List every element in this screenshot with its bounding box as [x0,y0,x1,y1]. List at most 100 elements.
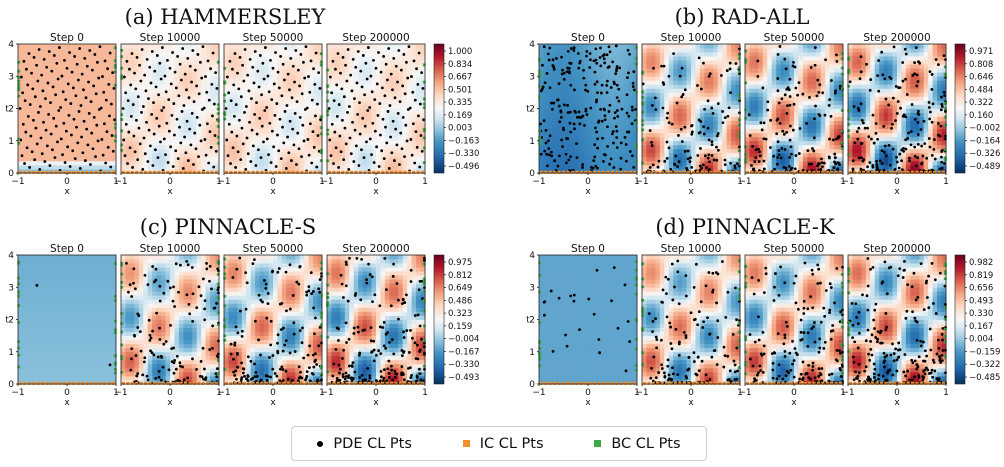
pde-point [584,107,588,111]
heatmap-cell [228,148,234,154]
heatmap-cell [308,148,314,154]
pde-point [630,122,634,126]
heatmap-cell [22,136,28,142]
pde-point [150,50,154,53]
pde-point [599,46,602,50]
heatmap-cell [327,80,332,85]
heatmap-cell [71,80,77,85]
heatmap-cell [628,116,633,121]
heatmap-cell [592,68,598,73]
heatmap-cell [556,116,562,121]
heatmap-cell [264,144,269,150]
heatmap-cell [241,116,247,121]
heatmap-cell [380,60,386,65]
heatmap-cell [93,152,99,158]
pde-point [422,118,425,122]
heatmap-cell [286,112,292,117]
heatmap-cell [80,60,86,65]
heatmap-cell [75,156,81,162]
heatmap-cell [134,124,140,130]
heatmap-cell [232,136,238,142]
heatmap-cell [299,124,305,130]
pde-point [174,149,178,153]
pde-point [69,102,73,105]
pde-point [278,117,282,121]
heatmap-cell [183,56,189,61]
heatmap-cell [552,132,558,138]
bc-point [216,141,220,145]
pde-point [30,150,34,154]
heatmap-cell [317,128,323,134]
heatmap-cell [561,140,567,146]
heatmap-cell [246,116,252,121]
pde-point [173,70,177,74]
heatmap-cell [178,164,184,170]
heatmap-cell [327,152,332,158]
pde-point [573,127,576,131]
heatmap-cell [196,156,202,162]
pde-point [145,120,148,124]
heatmap-cell [75,44,81,49]
heatmap-cell [232,60,238,65]
heatmap-cell [58,108,63,113]
heatmap-cell [165,128,171,134]
heatmap-cell [31,132,37,138]
heatmap-cell [416,44,421,49]
heatmap-cell [268,104,274,109]
heatmap-cell [250,60,256,65]
pde-point [258,116,262,120]
heatmap-cell [286,148,292,154]
heatmap-cell [686,160,692,166]
heatmap-cell [556,156,562,162]
heatmap-cell [327,160,332,166]
heatmap-cell [71,68,77,73]
heatmap-cell [349,104,355,109]
heatmap-cell [178,64,184,69]
heatmap-cell [102,88,108,93]
heatmap-cell [411,124,417,130]
pde-point [578,59,582,63]
heatmap-cell [22,148,28,154]
heatmap-cell [411,88,417,93]
heatmap-cell [628,72,633,77]
heatmap-cell [682,144,687,150]
pde-point [596,137,599,141]
heatmap-cell [174,104,180,109]
heatmap-cell [552,80,558,85]
heatmap-cell [420,60,426,65]
heatmap-cell [183,100,189,105]
heatmap-cell [313,128,318,134]
heatmap-cell [255,156,261,162]
heatmap-cell [31,116,37,121]
heatmap-cell [205,80,211,85]
heatmap-cell [40,128,46,134]
heatmap-cell [588,48,593,53]
pde-point [46,81,50,85]
heatmap-cell [623,80,629,85]
pde-point [374,66,378,70]
heatmap-cell [614,160,620,166]
heatmap-cell [98,132,104,138]
heatmap-cell [268,68,274,73]
heatmap-cell [547,108,553,113]
heatmap-cell [31,112,37,117]
heatmap-cell [107,128,112,134]
heatmap-cell [619,108,625,113]
heatmap-cell [623,148,629,154]
heatmap-cell [655,124,661,130]
heatmap-cell [619,84,625,89]
heatmap-cell [102,164,108,170]
pde-point [548,86,552,90]
pde-point [132,134,136,138]
heatmap-cell [26,108,32,113]
heatmap-cell [71,132,77,138]
heatmap-cell [583,44,589,49]
heatmap-cell [40,152,46,158]
heatmap-cell [353,56,359,61]
heatmap-cell [102,116,108,121]
heatmap-cell [592,56,598,61]
heatmap-cell [196,56,202,61]
pde-point [619,167,623,171]
pde-point [332,99,336,103]
pde-point [306,138,310,141]
